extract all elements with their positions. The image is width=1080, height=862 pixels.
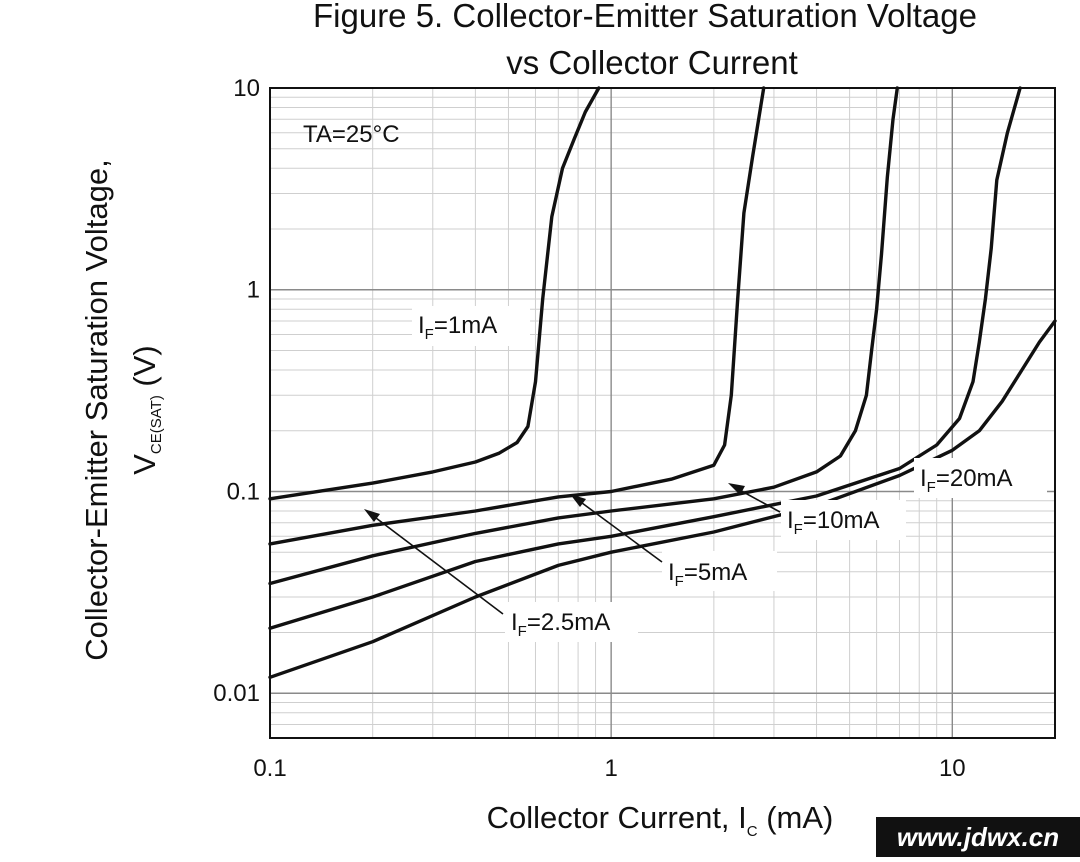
curve-if-10ma (268, 86, 1022, 630)
y-axis-label-main: V (127, 454, 162, 475)
annotation-arrows (364, 483, 781, 615)
curve-if-20ma (268, 319, 1057, 679)
x-axis-label-main: Collector Current, I (487, 800, 747, 835)
series-label-if-1ma: IF=1mA (412, 306, 530, 346)
condition-label: TA=25°C (303, 121, 400, 148)
series-label-rest: =1mA (434, 312, 497, 339)
series-label-sub: F (675, 573, 684, 590)
series-label-if-10ma: IF=10mA (781, 500, 906, 540)
series-label-rest: =2.5mA (527, 609, 610, 636)
series-label-sub: F (794, 521, 803, 538)
curve-if-2-5ma (268, 86, 766, 546)
y-axis-label-line1: Collector-Emitter Saturation Voltage, (79, 159, 114, 660)
series-label-if-5ma: IF=5mA (662, 551, 777, 591)
series-label-rest: =10mA (803, 507, 880, 534)
series-label-main: I (920, 465, 927, 492)
x-axis-label-suffix: (mA) (758, 800, 834, 835)
arrow-if-5ma (570, 494, 663, 563)
series-label-rest: =5mA (684, 559, 747, 586)
series-label-main: I (787, 507, 794, 534)
series-label-if-2-5ma: IF=2.5mA (505, 602, 638, 642)
series-label-rest: =20mA (936, 465, 1013, 492)
svg-text:IF=1mA: IF=1mA (418, 312, 497, 343)
y-tick-labels: 0.01 0.1 1 10 (213, 75, 260, 707)
arrow-if-10ma (728, 483, 781, 513)
x-tick-label: 1 (604, 755, 617, 782)
major-grid (269, 87, 1055, 738)
chart-title-line1: Figure 5. Collector-Emitter Saturation V… (313, 0, 977, 34)
y-tick-label: 0.01 (213, 680, 260, 707)
x-axis-label-sub: C (747, 823, 758, 840)
plot-frame (269, 87, 1056, 739)
watermark-text: www.jdwx.cn (897, 822, 1059, 852)
svg-text:IF=10mA: IF=10mA (787, 507, 880, 538)
y-axis-label: Collector-Emitter Saturation Voltage, VC… (79, 159, 165, 660)
minor-grid (270, 88, 1056, 739)
x-tick-label: 0.1 (253, 755, 286, 782)
y-axis-label-sub: CE(SAT) (148, 395, 165, 454)
series-label-sub: F (425, 326, 434, 343)
series-label-sub: F (927, 479, 936, 496)
series-label-main: I (511, 609, 518, 636)
curve-if-1ma (268, 86, 601, 501)
x-tick-label: 10 (939, 755, 966, 782)
series-label-sub: F (518, 623, 527, 640)
y-tick-label: 1 (247, 277, 260, 304)
watermark: www.jdwx.cn (876, 817, 1080, 857)
series-label-if-20ma: IF=20mA (914, 458, 1047, 498)
chart-title-line2: vs Collector Current (506, 44, 798, 81)
x-axis-label: Collector Current, IC (mA) (487, 800, 834, 840)
curves (268, 86, 1057, 679)
svg-text:IF=20mA: IF=20mA (920, 465, 1013, 496)
x-tick-labels: 0.1 1 10 (253, 755, 965, 782)
curve-if-5ma (268, 86, 899, 586)
y-axis-label-line2: VCE(SAT) (V) (127, 345, 165, 475)
y-tick-label: 10 (233, 75, 260, 102)
svg-text:IF=2.5mA: IF=2.5mA (511, 609, 610, 640)
series-label-main: I (668, 559, 675, 586)
svg-text:IF=5mA: IF=5mA (668, 559, 747, 590)
series-label-main: I (418, 312, 425, 339)
arrow-if-2-5ma (364, 509, 504, 615)
y-axis-label-suffix: (V) (127, 345, 162, 395)
y-tick-label: 0.1 (227, 478, 260, 505)
